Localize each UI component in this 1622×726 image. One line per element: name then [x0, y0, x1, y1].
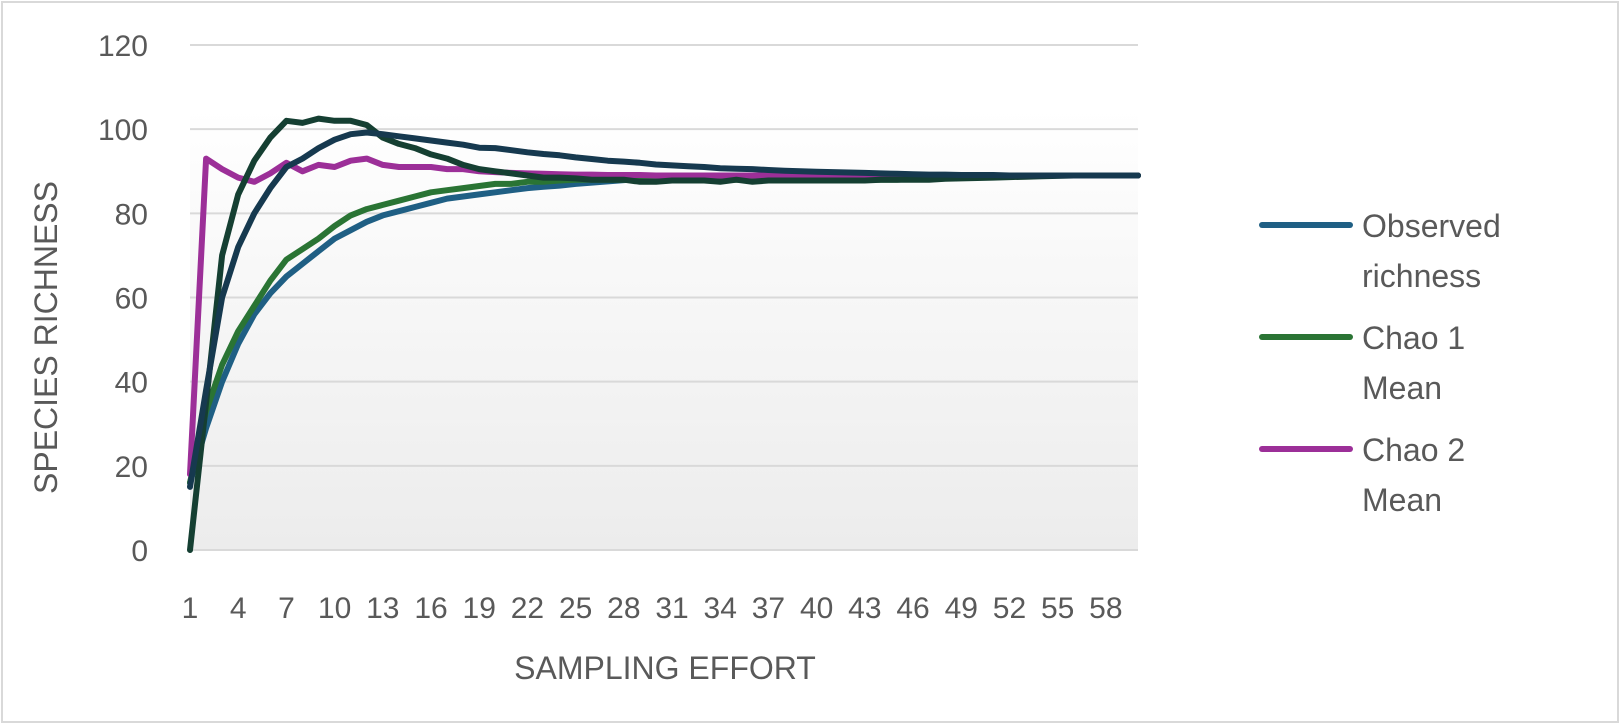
x-tick-label: 31: [655, 592, 688, 625]
x-tick-label: 55: [1041, 592, 1074, 625]
y-tick-label: 120: [98, 30, 148, 63]
y-tick-label: 80: [115, 198, 148, 231]
x-tick-label: 19: [463, 592, 496, 625]
legend-label-3: Chao 2 Mean: [1362, 432, 1465, 518]
x-axis-title: SAMPLING EFFORT: [514, 650, 816, 686]
y-axis-ticks: 0 20 40 60 80 100 120: [98, 30, 148, 568]
y-tick-label: 40: [115, 367, 148, 400]
x-tick-label: 43: [848, 592, 881, 625]
x-tick-label: 4: [230, 592, 247, 625]
legend-label-1: Observed richness: [1362, 208, 1501, 294]
y-axis-title: SPECIES RICHNESS: [28, 181, 64, 494]
legend: Observed richness Chao 1 Mean Chao 2 Mean: [1259, 208, 1501, 518]
series-line-5: [187, 129, 1141, 490]
x-tick-label: 16: [414, 592, 447, 625]
x-tick-label: 13: [366, 592, 399, 625]
x-axis-ticks: 1 4 7 10 13 16 19 22 25 28 31 34 37 40 43 46 49 52 55 58: [182, 592, 1123, 625]
y-tick-label: 0: [131, 535, 148, 568]
x-tick-label: 58: [1089, 592, 1122, 625]
x-tick-label: 28: [607, 592, 640, 625]
x-tick-label: 40: [800, 592, 833, 625]
y-tick-label: 100: [98, 114, 148, 147]
x-tick-label: 22: [511, 592, 544, 625]
legend-label-2: Chao 1 Mean: [1362, 320, 1465, 406]
y-tick-label: 60: [115, 283, 148, 316]
series-lines: [187, 115, 1141, 553]
x-tick-label: 49: [945, 592, 978, 625]
x-tick-label: 10: [318, 592, 351, 625]
x-tick-label: 46: [896, 592, 929, 625]
y-tick-label: 20: [115, 451, 148, 484]
x-tick-label: 34: [704, 592, 737, 625]
x-tick-label: 1: [182, 592, 199, 625]
x-tick-label: 25: [559, 592, 592, 625]
x-tick-label: 7: [278, 592, 295, 625]
x-tick-label: 52: [993, 592, 1026, 625]
x-tick-label: 37: [752, 592, 785, 625]
gridlines: [190, 44, 1138, 551]
